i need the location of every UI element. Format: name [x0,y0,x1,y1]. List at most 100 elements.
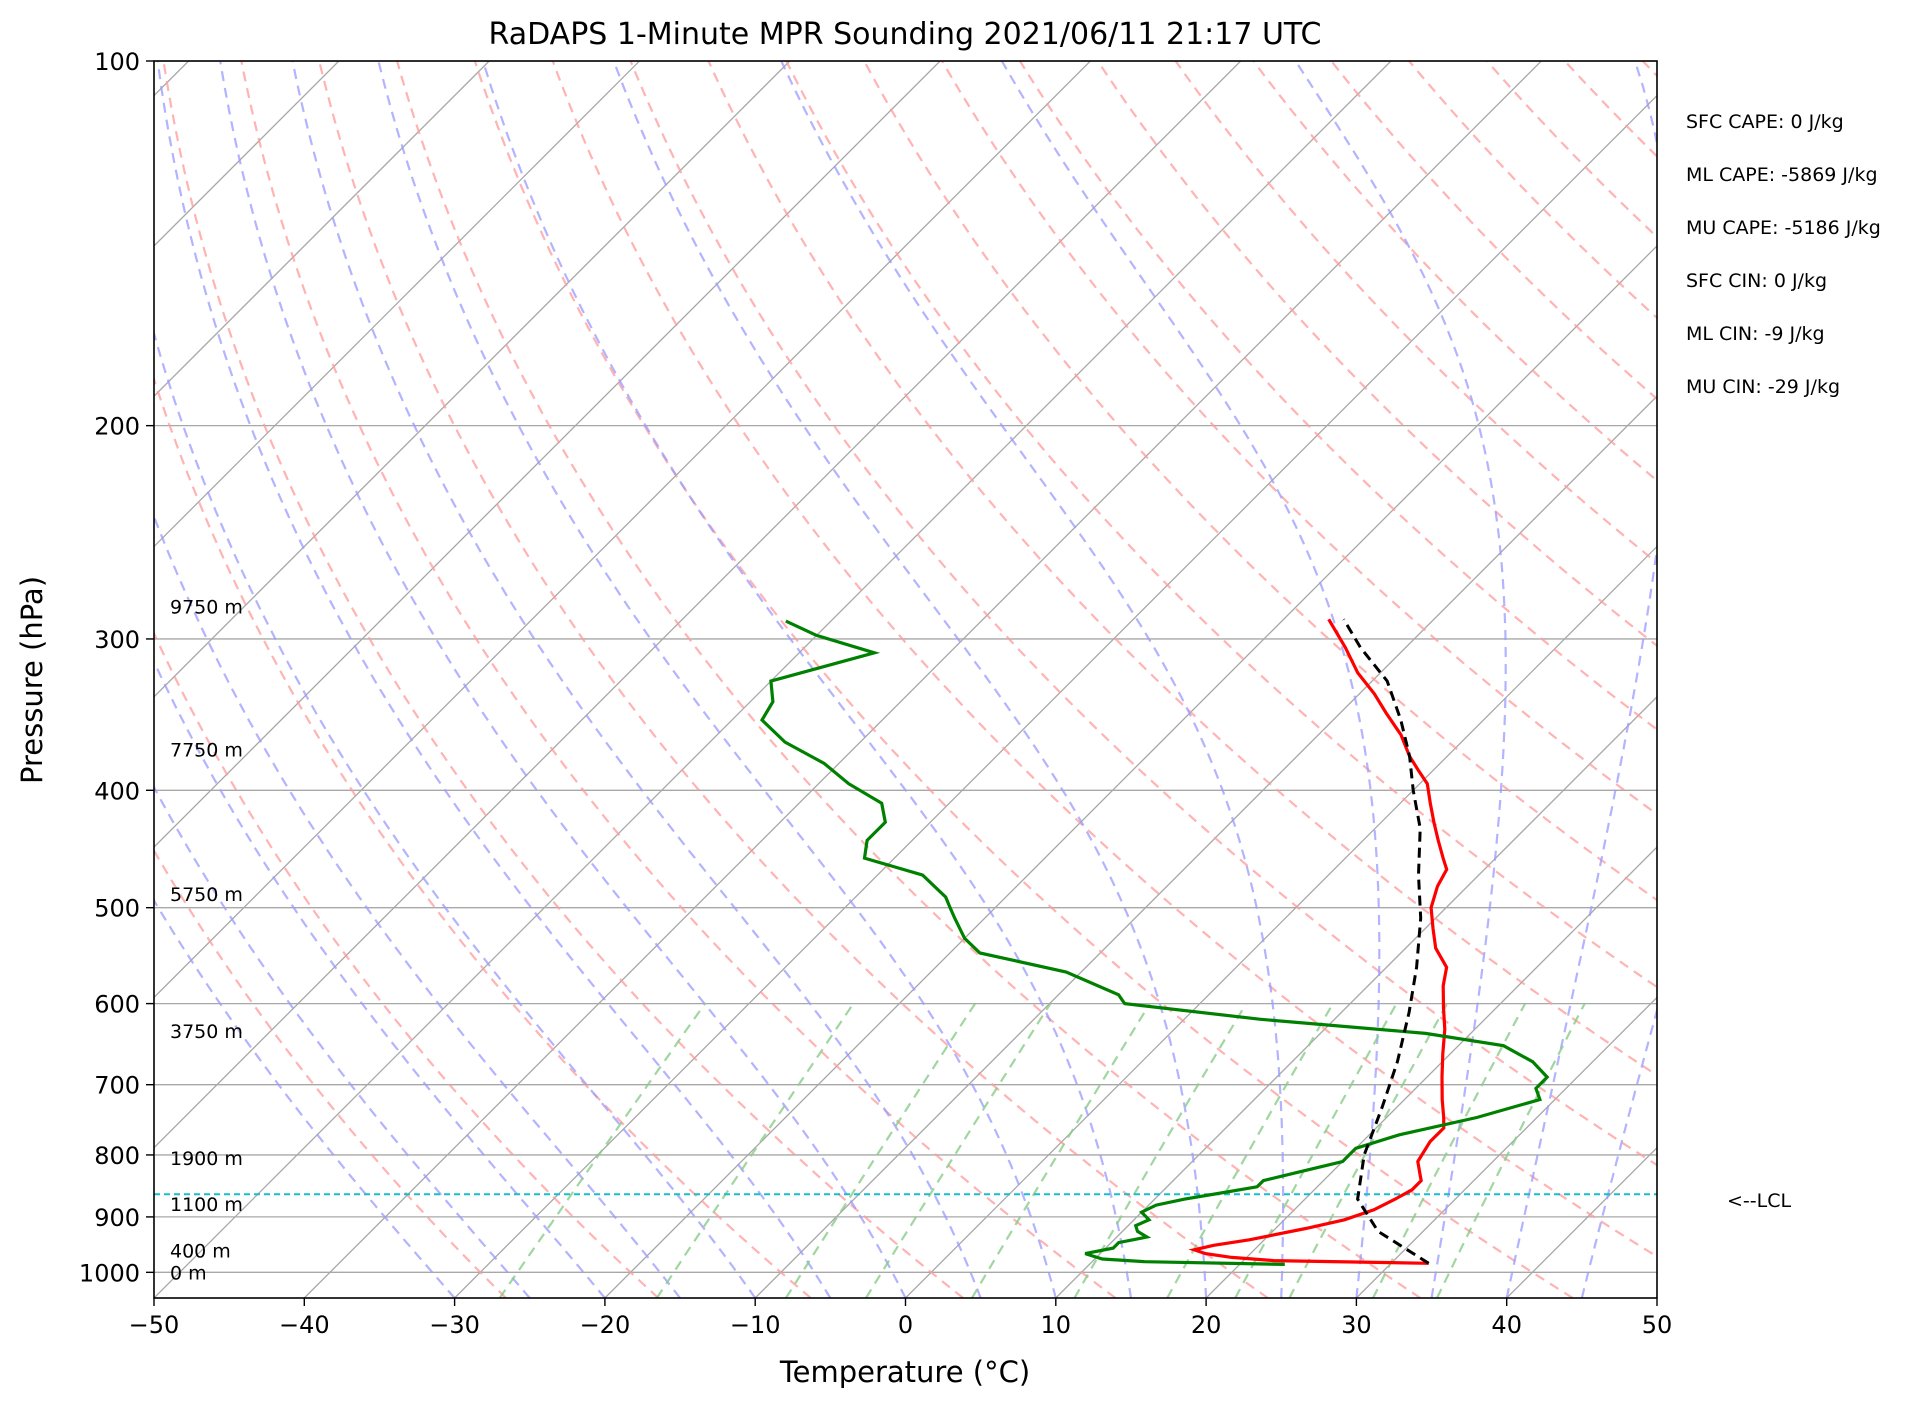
moist-adiabat [377,61,1057,1298]
dry-adiabat [1641,61,1657,78]
dry-adiabat [154,375,812,1298]
height-label: 1900 m [170,1148,243,1170]
x-tick-label: 30 [1341,1311,1372,1339]
mixing-ratio-line [498,1002,706,1298]
x-tick-label: 0 [898,1311,913,1339]
y-axis-label: Pressure (hPa) [15,576,49,784]
mixing-ratio-line [784,1002,977,1298]
sounding-lines [154,618,1657,1266]
dry-adiabat [1408,61,1657,320]
y-tick-label: 900 [94,1204,140,1232]
dry-adiabat [941,61,1657,816]
dry-adiabat [318,61,1269,1298]
x-axis-label: Temperature (°C) [779,1355,1030,1389]
stat-line: MU CAPE: -5186 J/kg [1686,217,1881,239]
height-label: 1100 m [170,1194,243,1216]
dry-adiabat [1174,61,1657,565]
isotherm-line [303,61,1542,1298]
dry-adiabat [154,848,507,1298]
moist-adiabat [1655,1293,1657,1298]
x-tick-label: −40 [279,1311,330,1339]
x-tick-label: 20 [1191,1311,1222,1339]
mixing-ratio-line [655,1002,855,1298]
height-label: 5750 m [170,884,243,906]
moist-adiabat [154,513,681,1298]
dry-adiabat [154,630,660,1298]
height-label: 9750 m [170,596,243,618]
y-tick-label: 500 [94,895,140,923]
moist-adiabat [1294,61,1507,1298]
mixing-ratio-line [1436,1003,1586,1298]
isotherm-line [154,61,490,398]
background-lines [154,61,1926,1298]
isotherm-line [154,61,791,698]
moist-adiabat [1732,61,1926,1298]
isotherm-line [1656,1297,1657,1298]
dry-adiabat [785,61,1657,989]
dry-adiabat [551,61,1657,1258]
moist-adiabat [1580,1006,1657,1298]
y-tick-label: 200 [94,413,140,441]
x-tick-label: −50 [129,1311,180,1339]
dry-adiabat [1486,61,1657,239]
isotherm-line [154,61,640,548]
stat-line: MU CIN: -29 J/kg [1686,376,1840,398]
stats-panel: SFC CAPE: 0 J/kg ML CAPE: -5869 J/kg MU CA… [1686,111,1881,398]
isotherm-line [1355,996,1657,1298]
x-tick-label: −20 [580,1311,631,1339]
height-labels: 9750 m 7750 m 5750 m 3750 m 1900 m 1100 m 400 … [170,596,1791,1284]
dry-adiabat [240,61,1117,1298]
isotherm-line [1807,61,1926,1298]
stat-line: SFC CIN: 0 J/kg [1686,270,1827,292]
x-tick-label: 10 [1041,1311,1072,1339]
dry-adiabat [1721,61,1926,1298]
x-tick-label: −30 [429,1311,480,1339]
moist-adiabat [481,61,1132,1298]
moist-adiabat [154,659,606,1298]
axis-ticks: −50 −40 −30 −20 −10 0 10 20 30 40 50 100 200 300 400 50… [79,48,1672,1339]
moist-adiabat [154,329,757,1298]
isotherm-line [154,61,1091,999]
lcl-label: <--LCL [1727,1190,1791,1212]
dry-adiabat [707,61,1657,1077]
x-tick-label: 50 [1642,1311,1673,1339]
moist-adiabat [156,61,832,1298]
isotherm-line [754,395,1657,1298]
stat-line: ML CAPE: -5869 J/kg [1686,164,1878,186]
moist-adiabat [154,784,531,1298]
moist-adiabat [219,61,907,1298]
y-tick-label: 700 [94,1072,140,1100]
x-tick-label: −10 [730,1311,781,1339]
height-label: 400 m [170,1240,231,1262]
mixing-ratio-line [865,1003,1052,1298]
y-tick-label: 1000 [79,1259,140,1287]
height-label: 7750 m [170,739,243,761]
y-tick-label: 400 [94,777,140,805]
moist-adiabat [291,61,982,1298]
isotherm-line [1506,1146,1657,1298]
mixing-ratio-line [1073,1003,1248,1298]
isotherm-line [1055,695,1657,1298]
mixing-ratio-line [1372,1003,1527,1298]
y-tick-label: 600 [94,991,140,1019]
moist-adiabat [612,61,1208,1298]
isotherm-line [154,61,1242,1149]
dry-adiabat [1096,61,1657,648]
dry-adiabat [1252,61,1657,483]
y-tick-label: 800 [94,1142,140,1170]
mixing-ratio-line [1288,1003,1449,1298]
dry-adiabat [629,61,1657,1167]
mixing-ratio-line [970,1003,1151,1298]
isotherm-line [604,244,1657,1298]
stat-line: SFC CAPE: 0 J/kg [1686,111,1844,133]
isotherm-line [154,61,941,849]
dewpoint-trace [759,619,1550,1266]
isotherm-line [454,94,1657,1298]
parcel-trace [1342,618,1430,1265]
chart-title: RaDAPS 1-Minute MPR Sounding 2021/06/11 … [489,17,1322,52]
x-tick-label: 40 [1491,1311,1522,1339]
isotherm-line [905,545,1657,1298]
dry-adiabat [1563,61,1657,158]
moist-adiabat [1505,61,1657,1298]
